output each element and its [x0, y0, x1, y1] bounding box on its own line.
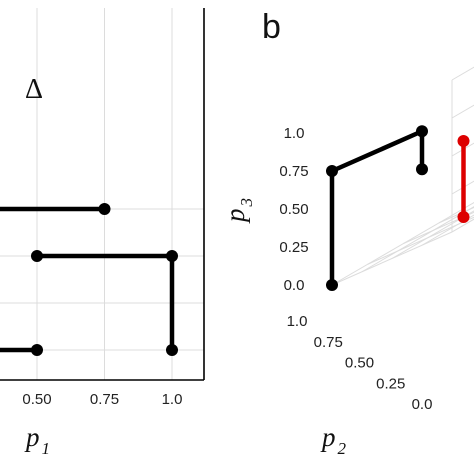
- panel-b-z-tick-label: 0.25: [279, 239, 308, 256]
- panel-a-marker: [31, 344, 43, 356]
- panel-a-tick-labels: 0.50 0.75 1.0: [22, 391, 182, 408]
- panel-b-marker: [457, 135, 470, 147]
- panel-b-marker: [416, 125, 428, 138]
- panel-b-z-axis-title: p3: [220, 198, 256, 224]
- panel-b-gridline: [451, 66, 474, 81]
- panel-a-marker: [166, 250, 178, 262]
- panel-a-marker: [166, 344, 178, 356]
- panel-b: b 1.00.750.500.250.01.00.750.500.250.0 p…: [220, 8, 474, 458]
- panel-b-marker: [326, 165, 338, 177]
- panel-a-annotation: Δ: [25, 74, 43, 105]
- panel-b-p2-tick-label: 0.25: [376, 375, 405, 392]
- panel-b-gridline: [421, 214, 474, 246]
- panel-b-z-tick-label: 0.75: [279, 163, 308, 180]
- panel-b-p2-tick-label: 0.0: [412, 396, 433, 413]
- panel-b-series-line: [329, 129, 425, 285]
- panel-a-marker: [98, 203, 111, 215]
- panel-a-marker: [31, 250, 43, 262]
- panel-b-marker: [457, 211, 470, 223]
- panel-b-z-tick-label: 0.0: [284, 277, 305, 294]
- panel-b-marker: [416, 163, 428, 176]
- panel-b-z-tick-label: 1.0: [284, 125, 305, 142]
- panel-b-series: [326, 60, 474, 291]
- panel-b-p2-tick-label: 0.50: [345, 355, 374, 372]
- panel-a-x-tick-label: 1.0: [162, 391, 183, 408]
- panel-b-z-tick-label: 0.50: [279, 201, 308, 218]
- panel-a-series: [0, 203, 178, 356]
- panel-b-gridline: [451, 104, 474, 119]
- panel-b-p2-tick-label: 0.75: [314, 334, 343, 351]
- panel-b-grid: [331, 66, 474, 286]
- panel-a-x-tick-label: 0.50: [22, 391, 51, 408]
- panel-b-letter: b: [262, 8, 281, 46]
- panel-b-tick-labels: 1.00.750.500.250.01.00.750.500.250.0: [279, 125, 432, 413]
- panel-b-gridline: [361, 206, 474, 273]
- panel-b-marker: [326, 279, 338, 291]
- panel-b-gridline: [331, 202, 474, 286]
- panel-b-p2-tick-label: 1.0: [287, 313, 308, 330]
- panel-a-x-tick-label: 0.75: [90, 391, 119, 408]
